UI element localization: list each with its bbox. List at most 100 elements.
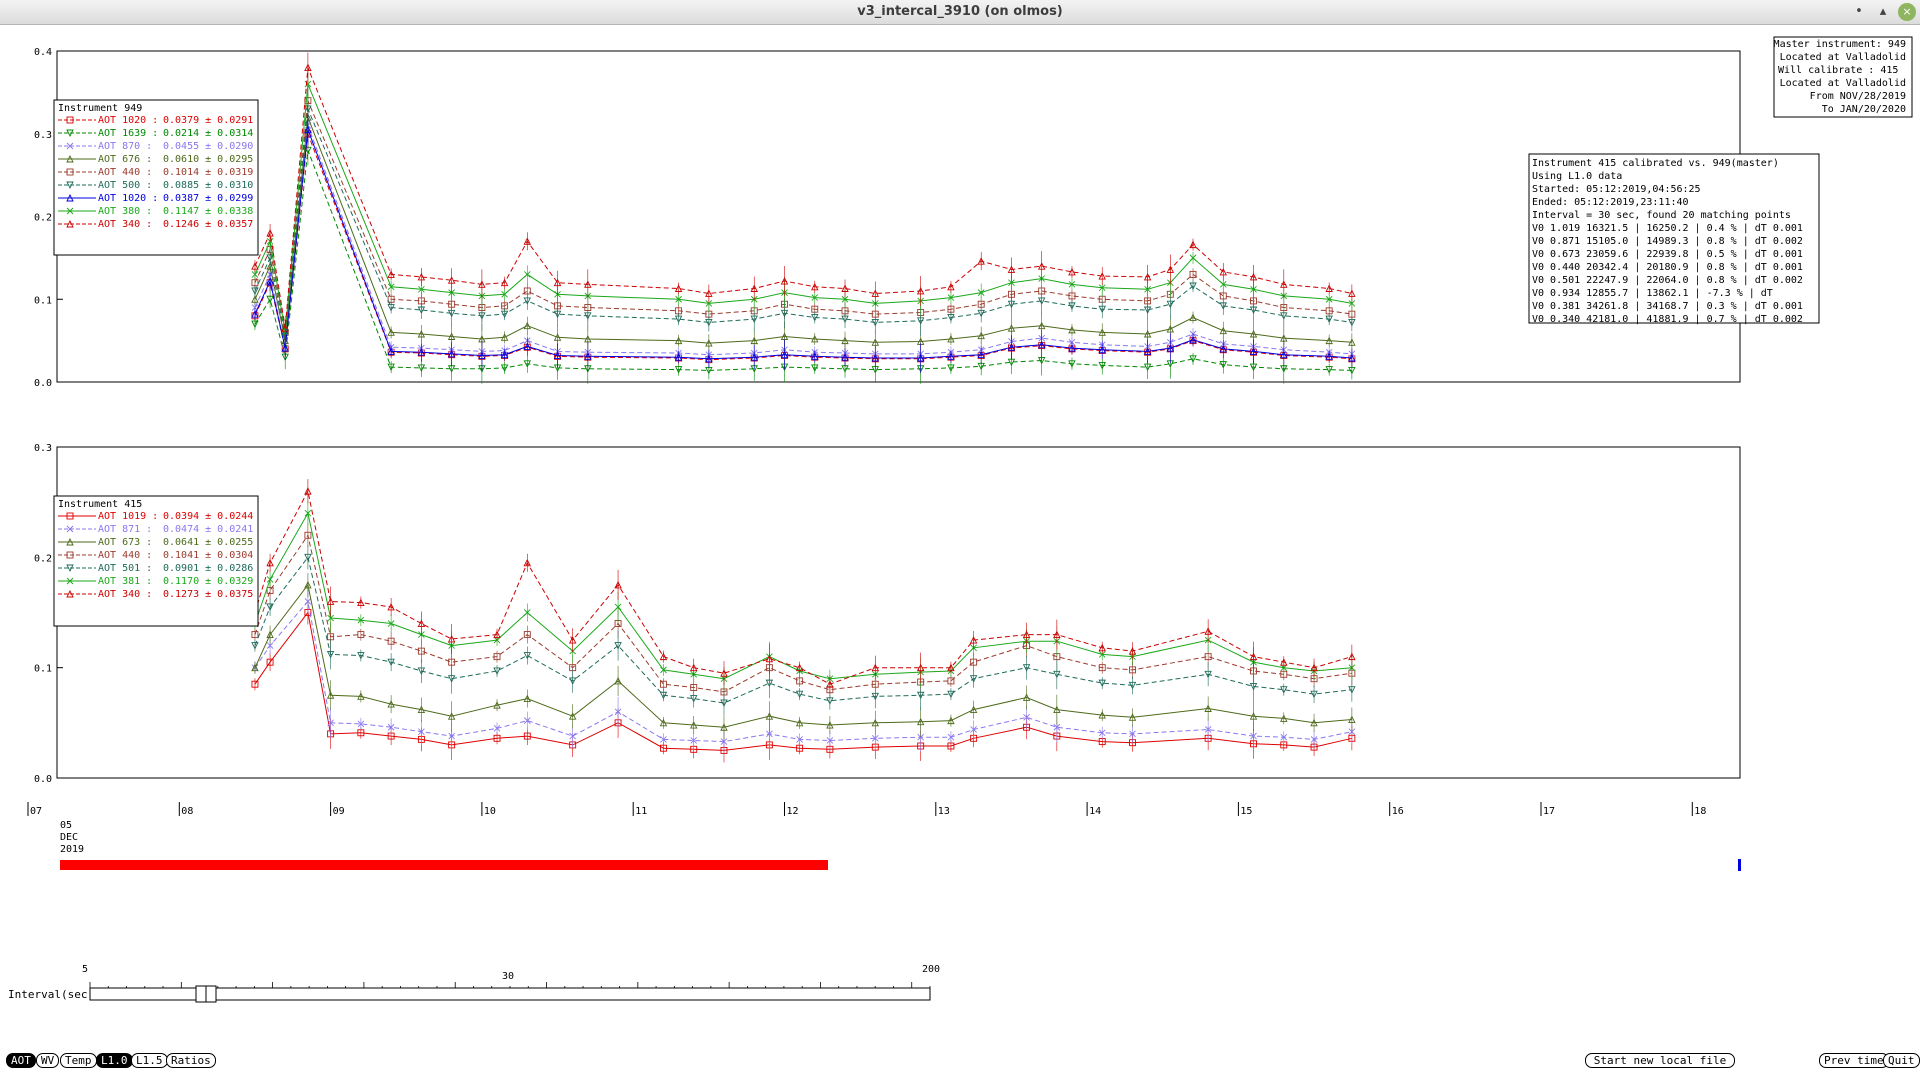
data-point bbox=[871, 289, 880, 297]
data-point bbox=[1325, 352, 1333, 360]
data-point bbox=[304, 598, 312, 605]
data-point bbox=[387, 637, 395, 645]
data-point bbox=[1280, 350, 1288, 359]
data-point bbox=[500, 278, 509, 287]
data-point bbox=[387, 283, 395, 291]
l10-button[interactable]: L1.0 bbox=[96, 1053, 133, 1068]
data-point bbox=[66, 168, 74, 176]
data-point bbox=[447, 634, 456, 643]
data-point bbox=[327, 719, 334, 727]
top-legend-title: Instrument 949 bbox=[58, 103, 142, 114]
calibration-line: Using L1.0 data bbox=[1532, 171, 1622, 182]
start-new-local-file-button[interactable]: Start new local file bbox=[1585, 1053, 1735, 1068]
data-point bbox=[871, 338, 880, 346]
bottom-series-group bbox=[251, 479, 1356, 763]
calibration-summary-box: Instrument 415 calibrated vs. 949(master… bbox=[1528, 153, 1820, 325]
series-line bbox=[254, 129, 1352, 360]
legend-label: AOT 1020 : bbox=[98, 115, 158, 126]
data-point bbox=[553, 278, 562, 287]
aot-button[interactable]: AOT bbox=[6, 1053, 36, 1068]
time-cursor-marker[interactable] bbox=[1738, 859, 1741, 871]
series-line bbox=[254, 100, 1352, 333]
quit-button[interactable]: Quit bbox=[1883, 1053, 1920, 1068]
series-line bbox=[254, 83, 1352, 333]
data-point bbox=[1189, 282, 1197, 291]
close-button[interactable]: × bbox=[1898, 3, 1916, 21]
data-point bbox=[1166, 344, 1175, 352]
master-instrument-box: Master instrument: 949 Located at Vallad… bbox=[1773, 36, 1913, 118]
maximize-button[interactable]: ▴ bbox=[1879, 4, 1887, 19]
data-point bbox=[1348, 715, 1356, 723]
data-point bbox=[1129, 666, 1136, 674]
l15-button[interactable]: L1.5 bbox=[131, 1053, 168, 1068]
plot-canvas[interactable]: 0.4 0.3 0.2 0.1 0.0 0.3 0.2 0.1 0.0 Instrument … bbox=[0, 24, 1920, 1080]
data-point bbox=[947, 314, 955, 322]
series-line bbox=[254, 117, 1352, 344]
data-point bbox=[1325, 366, 1333, 374]
data-point bbox=[1053, 705, 1061, 714]
legend-value: 0.1147 ± 0.0338 bbox=[163, 206, 253, 217]
time-range-bar[interactable] bbox=[60, 860, 828, 870]
data-point bbox=[501, 290, 508, 298]
data-point bbox=[690, 737, 698, 744]
data-point bbox=[447, 332, 456, 340]
ratios-button[interactable]: Ratios bbox=[166, 1053, 216, 1068]
data-point bbox=[66, 577, 74, 585]
data-point bbox=[1280, 280, 1288, 288]
data-point bbox=[614, 708, 622, 716]
data-point bbox=[1280, 733, 1288, 741]
data-point bbox=[266, 295, 274, 304]
data-point bbox=[553, 351, 562, 359]
data-point bbox=[251, 271, 259, 278]
data-point bbox=[780, 309, 789, 318]
data-point bbox=[523, 558, 532, 567]
data-point bbox=[796, 677, 804, 685]
data-point bbox=[947, 282, 955, 291]
interval-slider[interactable]: Interval(sec) 5 30 200 bbox=[8, 964, 940, 1003]
calibration-line: Interval = 30 sec, found 20 matching poi… bbox=[1532, 210, 1791, 221]
data-point bbox=[266, 558, 274, 567]
temp-button[interactable]: Temp bbox=[60, 1053, 97, 1068]
data-point bbox=[1310, 690, 1318, 699]
data-point bbox=[1098, 711, 1106, 719]
data-point bbox=[569, 732, 576, 740]
time-tick-label: 15 bbox=[1240, 806, 1252, 817]
data-point bbox=[326, 650, 335, 659]
time-tick-label: 13 bbox=[938, 806, 950, 817]
data-point bbox=[478, 280, 486, 288]
data-point bbox=[969, 636, 978, 644]
data-point bbox=[1098, 284, 1106, 291]
time-tick-label: 11 bbox=[635, 806, 647, 817]
minimize-button[interactable]: • bbox=[1855, 4, 1863, 19]
calibration-line: V0 0.934 12855.7 | 13862.1 | -7.3 % | dT bbox=[1532, 288, 1773, 299]
data-point bbox=[1008, 279, 1015, 287]
data-point bbox=[1189, 270, 1197, 278]
data-point bbox=[826, 680, 834, 688]
data-point bbox=[916, 353, 925, 362]
calibration-line: V0 0.340 42181.0 | 41881.9 | 0.7 % | dT … bbox=[1532, 314, 1803, 325]
legend-value: 0.0379 ± 0.0291 bbox=[163, 115, 253, 126]
data-point bbox=[614, 676, 622, 685]
data-point bbox=[1143, 306, 1152, 315]
title-bar[interactable]: v3_intercal_3910 (on olmos) • ▴ × bbox=[0, 0, 1920, 25]
data-point bbox=[720, 669, 728, 677]
time-tick-label: 14 bbox=[1089, 806, 1101, 817]
data-point bbox=[947, 364, 955, 372]
prev-time-button[interactable]: Prev time bbox=[1819, 1053, 1889, 1068]
data-point bbox=[705, 300, 713, 307]
data-point bbox=[614, 580, 622, 589]
legend-value: 0.1014 ± 0.0319 bbox=[163, 167, 253, 178]
wv-button[interactable]: WV bbox=[36, 1053, 60, 1068]
legend-value: 0.0474 ± 0.0241 bbox=[163, 524, 253, 535]
master-line: Located at Valladolid bbox=[1780, 52, 1906, 63]
legend-value: 0.1246 ± 0.0357 bbox=[163, 219, 253, 230]
data-point bbox=[500, 333, 509, 341]
data-point bbox=[304, 80, 312, 88]
data-point bbox=[66, 193, 74, 202]
data-point bbox=[357, 652, 365, 660]
data-point bbox=[1166, 265, 1175, 273]
data-point bbox=[1166, 300, 1175, 309]
data-point bbox=[1249, 712, 1258, 720]
data-point bbox=[826, 737, 834, 744]
data-point bbox=[448, 732, 455, 740]
